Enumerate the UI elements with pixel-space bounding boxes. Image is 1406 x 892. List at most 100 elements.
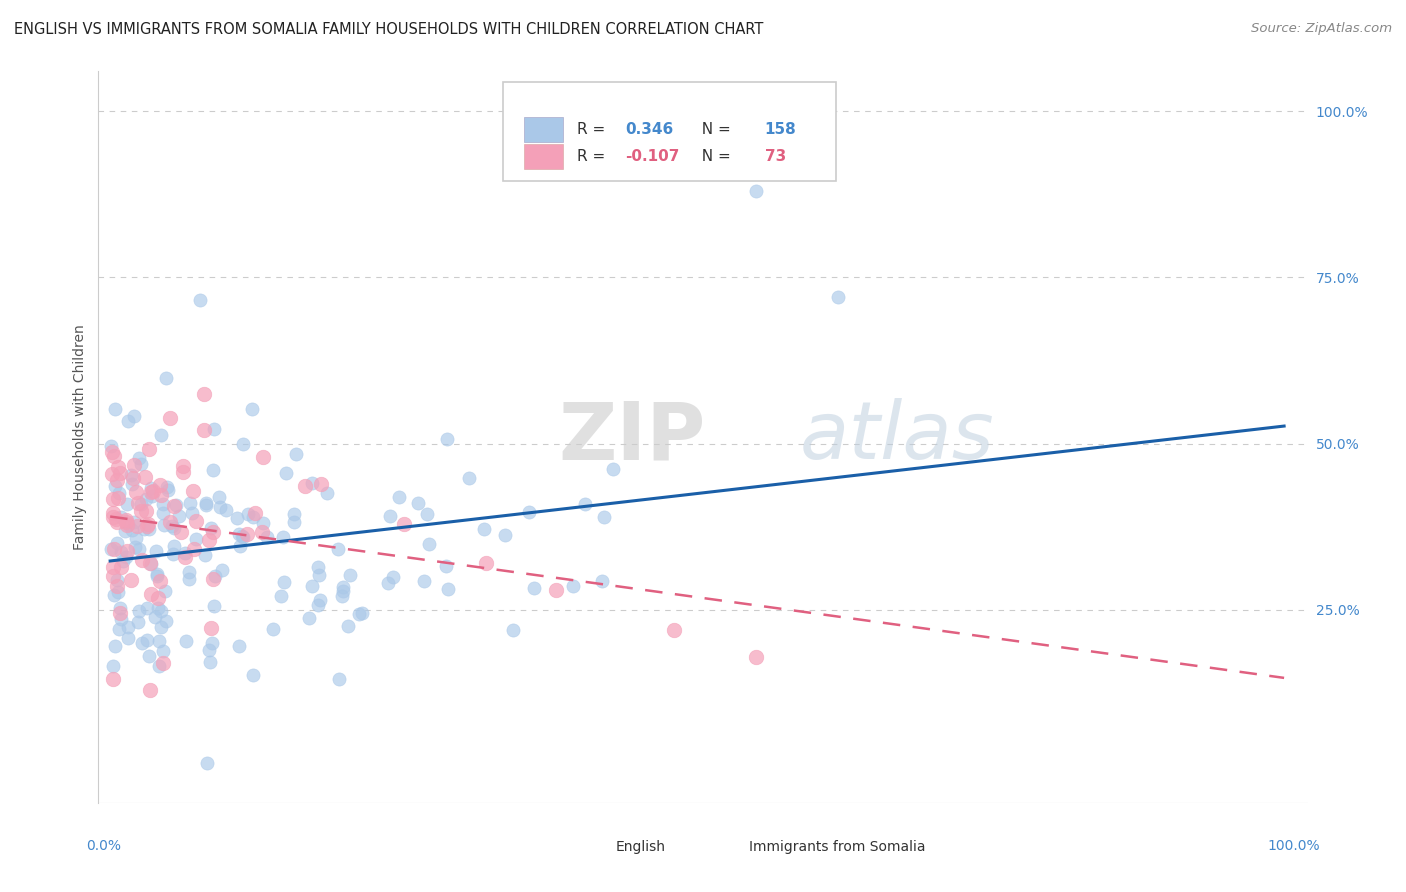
Point (434, 559, 457, 574)
Point (172, 459, 194, 474)
Point (136, 517, 159, 532)
Point (124, 484, 146, 499)
Text: atlas: atlas (800, 398, 994, 476)
Point (139, 481, 162, 495)
Point (745, 184, 768, 198)
Point (150, 428, 173, 442)
Point (162, 519, 184, 533)
Point (228, 639, 250, 653)
Point (132, 522, 155, 536)
Point (163, 539, 186, 553)
Point (150, 604, 173, 618)
Point (436, 432, 458, 446)
Point (115, 513, 138, 527)
Point (114, 515, 136, 529)
Point (208, 491, 231, 505)
Point (138, 522, 160, 536)
Point (122, 458, 145, 472)
Point (129, 457, 152, 471)
Point (177, 572, 200, 586)
Point (163, 499, 186, 513)
Point (308, 568, 330, 582)
Point (592, 510, 614, 524)
Point (143, 609, 166, 624)
Point (135, 492, 157, 507)
Point (202, 463, 225, 477)
Point (103, 449, 125, 463)
Point (103, 510, 125, 524)
Point (183, 541, 205, 556)
Point (228, 527, 250, 541)
Bar (576, 832, 610, 858)
Point (149, 574, 172, 589)
Point (138, 442, 160, 456)
Point (228, 539, 250, 553)
Point (181, 483, 204, 498)
Point (104, 402, 127, 417)
Point (103, 541, 125, 556)
Text: -0.107: -0.107 (626, 149, 681, 164)
Point (107, 473, 129, 487)
Text: R =: R = (578, 122, 610, 136)
Point (177, 566, 200, 580)
Point (337, 619, 360, 633)
Point (149, 478, 172, 492)
Point (100, 439, 122, 453)
Point (195, 496, 218, 510)
Point (108, 600, 131, 615)
Point (115, 549, 138, 564)
Point (200, 622, 222, 636)
Point (139, 587, 162, 601)
Point (149, 487, 172, 501)
Point (134, 470, 156, 484)
Point (382, 570, 405, 584)
Point (523, 581, 546, 595)
Point (148, 659, 170, 673)
Point (103, 491, 125, 506)
Point (107, 491, 129, 505)
Point (114, 524, 136, 538)
Point (152, 506, 174, 520)
Point (174, 633, 197, 648)
Point (173, 546, 195, 560)
Point (307, 559, 329, 574)
Point (148, 634, 170, 648)
Point (122, 516, 145, 530)
Point (202, 599, 225, 613)
Point (301, 475, 323, 490)
Point (330, 590, 353, 604)
Point (413, 574, 436, 588)
Point (101, 559, 124, 574)
Point (339, 567, 361, 582)
Point (294, 479, 316, 493)
Point (103, 588, 125, 602)
Point (174, 549, 197, 564)
Point (315, 486, 337, 500)
Text: Source: ZipAtlas.com: Source: ZipAtlas.com (1251, 22, 1392, 36)
Point (202, 421, 225, 435)
Point (574, 497, 596, 511)
Point (591, 574, 613, 588)
Point (101, 672, 124, 686)
Point (148, 600, 170, 615)
Point (155, 371, 177, 385)
Point (662, 623, 685, 637)
Point (184, 514, 207, 528)
Point (225, 511, 247, 525)
Point (179, 495, 201, 509)
Point (437, 582, 460, 597)
Point (145, 567, 167, 582)
Point (159, 411, 181, 425)
Point (169, 508, 191, 523)
Point (283, 515, 305, 529)
Point (350, 606, 373, 620)
Bar (709, 832, 742, 858)
Text: 73: 73 (765, 149, 786, 164)
Bar (524, 145, 562, 169)
Point (215, 503, 238, 517)
Point (502, 623, 524, 637)
Point (197, 643, 219, 657)
Text: 0.0%: 0.0% (86, 839, 121, 854)
Point (745, 649, 768, 664)
Point (184, 532, 207, 546)
